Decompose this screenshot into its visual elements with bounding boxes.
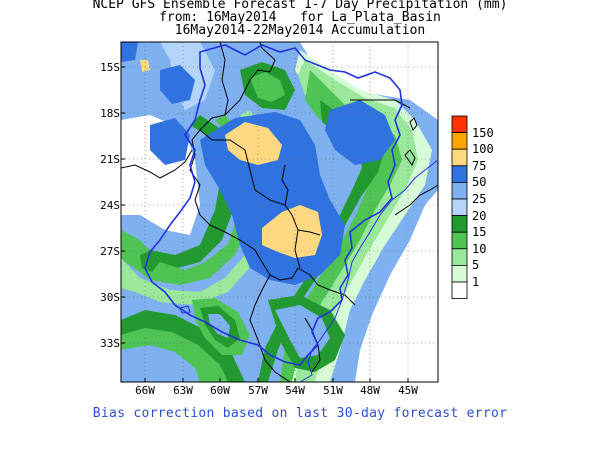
coastline-black xyxy=(394,184,438,216)
legend-label: 150 xyxy=(472,125,494,140)
coastline xyxy=(299,159,438,382)
legend-label: 25 xyxy=(472,192,487,206)
lat-label-15s: 15S xyxy=(100,61,120,74)
lon-label-45w: 45W xyxy=(398,384,418,397)
lat-label-27s: 27S xyxy=(100,245,120,258)
title-line-1: NCEP GFS Ensemble Forecast 1-7 Day Preci… xyxy=(92,0,508,12)
bias-correction-note: Bias correction based on last 30-day for… xyxy=(92,406,508,421)
legend-label: 10 xyxy=(472,241,487,256)
lat-label-24s: 24S xyxy=(100,199,120,212)
legend-label: 15 xyxy=(472,225,487,240)
map-frame xyxy=(120,41,439,383)
legend-swatch xyxy=(451,248,468,266)
legend-swatch xyxy=(451,181,468,200)
axis-ticks xyxy=(121,66,409,382)
lon-label-57w: 57W xyxy=(248,384,268,397)
lat-label-21s: 21S xyxy=(100,153,120,166)
legend-swatch xyxy=(451,115,468,134)
lon-label-66w: 66W xyxy=(135,384,155,397)
lat-label-18s: 18S xyxy=(100,107,120,120)
basin-outline xyxy=(144,44,403,366)
legend-swatch xyxy=(451,165,468,183)
legend-swatch xyxy=(451,132,468,150)
legend-swatch xyxy=(451,215,468,233)
legend-label: 100 xyxy=(472,142,494,157)
legend-label: 5 xyxy=(472,258,480,273)
legend-colorbar xyxy=(451,115,468,300)
title-line-3: 16May2014-22May2014 Accumulation xyxy=(174,23,426,38)
lon-label-48w: 48W xyxy=(360,384,380,397)
lon-label-51w: 51W xyxy=(323,384,343,397)
legend-swatch xyxy=(451,198,468,217)
legend-swatch xyxy=(451,231,468,250)
lake-outline xyxy=(179,305,191,314)
lon-label-54w: 54W xyxy=(285,384,305,397)
legend-label: 75 xyxy=(472,158,487,173)
legend-label: 1 xyxy=(472,275,480,289)
lon-label-63w: 63W xyxy=(173,384,193,397)
title-line-2: from: 16May2014 for La_Plata_Basin xyxy=(159,10,441,25)
legend-swatch xyxy=(451,281,468,300)
legend-label: 50 xyxy=(472,175,487,190)
island-outline xyxy=(404,149,416,167)
legend-swatch xyxy=(451,264,468,283)
island-outline-2 xyxy=(409,117,418,131)
lat-label-30s: 30S xyxy=(100,291,120,304)
precip-field xyxy=(121,42,438,382)
legend-swatch xyxy=(451,148,468,167)
lat-label-33s: 33S xyxy=(100,337,120,350)
lon-label-60w: 60W xyxy=(210,384,230,397)
legend-label: 20 xyxy=(472,208,487,223)
